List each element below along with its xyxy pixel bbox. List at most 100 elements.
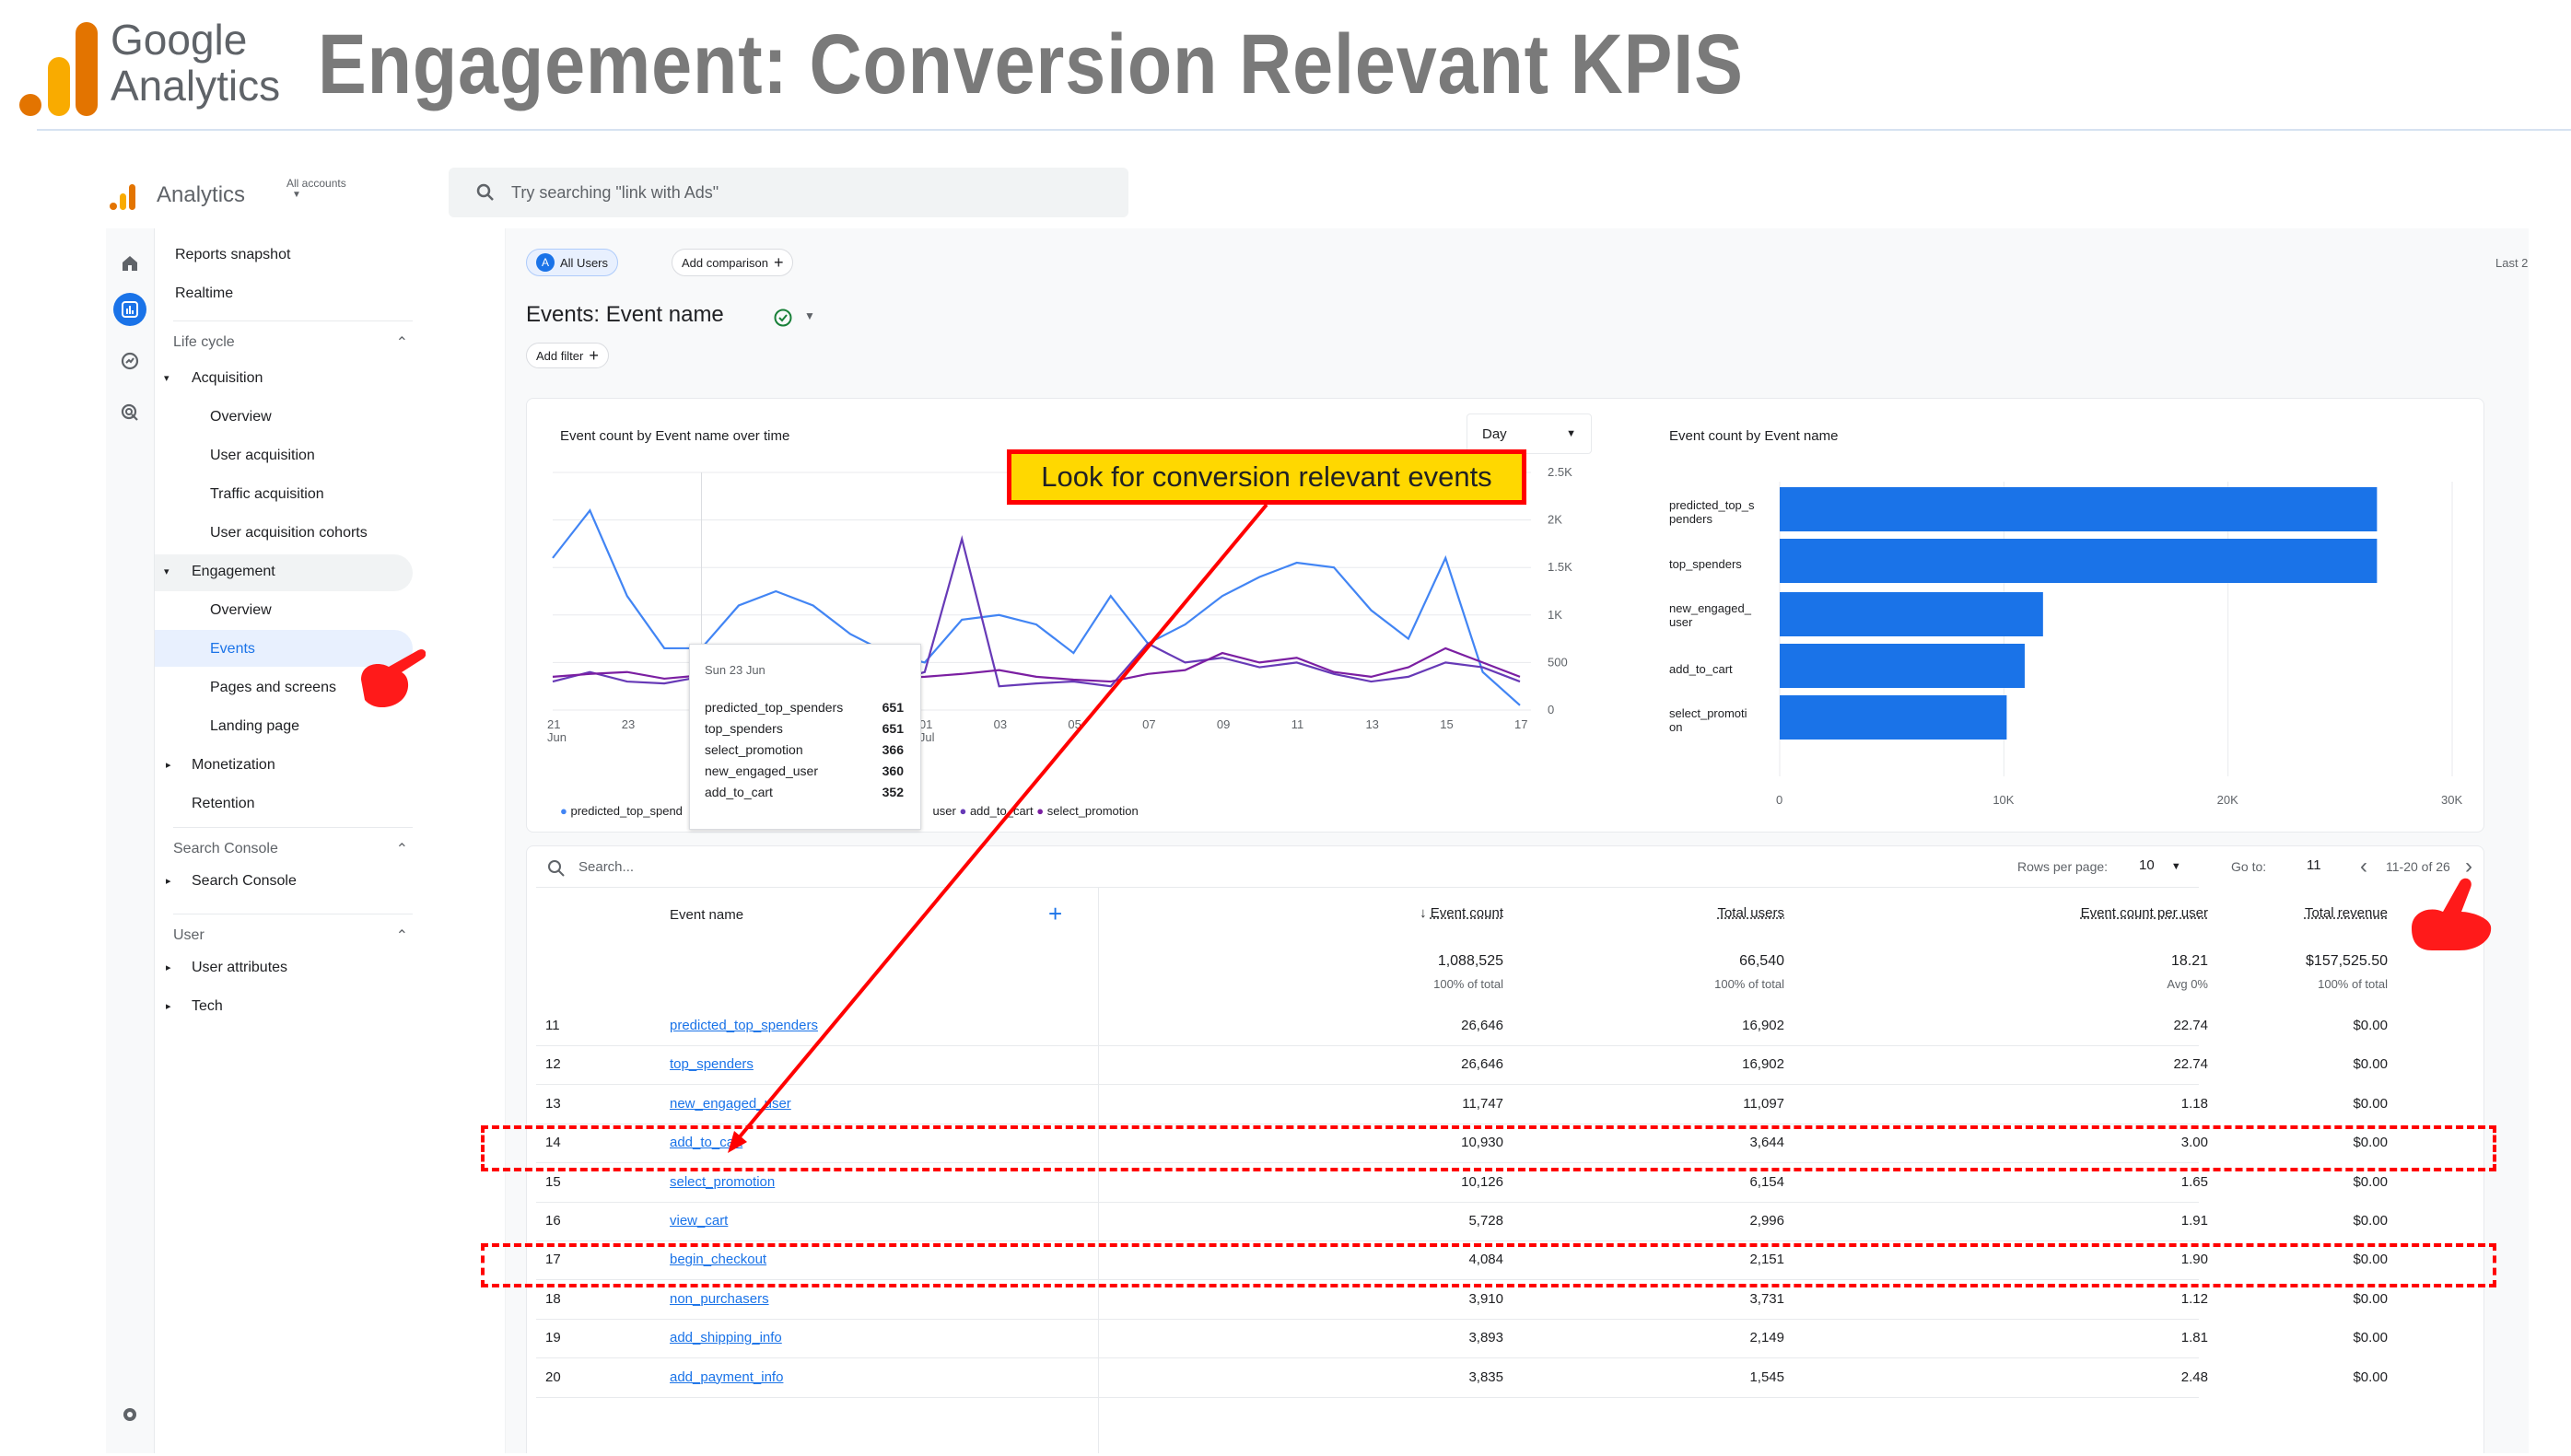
granularity-select[interactable]: Day ▼: [1467, 414, 1592, 454]
col-header-revenue[interactable]: Total revenue: [2304, 905, 2388, 921]
nav-user-attributes[interactable]: User attributes: [192, 960, 288, 975]
bar-select_promotion[interactable]: [1780, 695, 2007, 740]
next-page-icon[interactable]: ›: [2465, 854, 2472, 879]
total-users-cell: 1,545: [1749, 1369, 1784, 1385]
nav-engagement[interactable]: Engagement: [192, 564, 275, 579]
tooltip-value: 651: [882, 721, 904, 736]
caret-down-icon[interactable]: ▾: [164, 566, 169, 577]
table-row[interactable]: 11 predicted_top_spenders 26,646 16,902 22.7…: [536, 1007, 2388, 1046]
nav-search-console[interactable]: Search Console: [192, 873, 297, 889]
event-name-link[interactable]: new_engaged_user: [670, 1095, 791, 1112]
nav-pages-and-screens[interactable]: Pages and screens: [210, 680, 336, 695]
global-search[interactable]: Try searching "link with Ads": [449, 168, 1128, 217]
nav-tech[interactable]: Tech: [192, 998, 223, 1014]
account-picker[interactable]: All accounts ▼: [286, 177, 346, 200]
nav-section-search-console[interactable]: Search Console ⌃: [173, 833, 408, 866]
table-row[interactable]: 16 view_cart 5,728 2,996 1.91 $0.00: [536, 1202, 2388, 1241]
title-dropdown-icon[interactable]: ▼: [804, 309, 815, 322]
highlight-add-to-cart-row: [481, 1125, 2496, 1171]
nav-acquisition[interactable]: Acquisition: [192, 370, 263, 386]
nav-section-lifecycle[interactable]: Life cycle ⌃: [173, 326, 408, 359]
add-filter-button[interactable]: Add filter +: [526, 343, 609, 368]
table-row[interactable]: 15 select_promotion 10,126 6,154 1.65 $0.00: [536, 1163, 2388, 1203]
revenue-cell: $0.00: [2353, 1369, 2388, 1385]
col-header-per-user[interactable]: Event count per user: [2080, 905, 2208, 921]
event-name-link[interactable]: add_shipping_info: [670, 1330, 782, 1346]
legend-item-partial: user: [932, 804, 956, 818]
nav-realtime[interactable]: Realtime: [175, 285, 234, 301]
report-title: Events: Event name: [526, 302, 724, 327]
date-range-label[interactable]: Last 2: [2495, 256, 2529, 270]
goto-input[interactable]: 11: [2307, 857, 2321, 873]
event-name-link[interactable]: view_cart: [670, 1213, 729, 1229]
search-icon: [548, 860, 565, 877]
total-event-count-sub: 100% of total: [1433, 977, 1503, 991]
event-name-link[interactable]: non_purchasers: [670, 1290, 769, 1307]
event-count-cell: 3,893: [1468, 1330, 1503, 1346]
event-name-link[interactable]: select_promotion: [670, 1173, 776, 1190]
caret-down-icon[interactable]: ▾: [164, 373, 169, 384]
caret-right-icon[interactable]: ▸: [166, 1001, 171, 1012]
prev-page-icon[interactable]: ‹: [2360, 854, 2367, 879]
event-name-link[interactable]: predicted_top_spenders: [670, 1018, 818, 1033]
all-users-chip[interactable]: A All Users: [526, 249, 619, 276]
x-tick-label: 11: [1291, 717, 1304, 731]
legend-dot-icon: ●: [560, 804, 567, 818]
logo-line-1: Google: [111, 16, 248, 64]
table-row[interactable]: 20 add_payment_info 3,835 1,545 2.48 $0.00: [536, 1358, 2388, 1398]
nav-engagement-overview[interactable]: Overview: [210, 602, 272, 618]
table-row[interactable]: 18 non_purchasers 3,910 3,731 1.12 $0.00: [536, 1280, 2388, 1320]
explore-icon[interactable]: [113, 344, 146, 378]
nav-monetization[interactable]: Monetization: [192, 757, 275, 773]
add-dimension-plus-icon[interactable]: +: [1048, 900, 1063, 927]
table-row[interactable]: 12 top_spenders 26,646 16,902 22.74 $0.00: [536, 1045, 2388, 1086]
reports-icon[interactable]: [113, 293, 146, 326]
total-users-cell: 6,154: [1749, 1173, 1784, 1190]
table-divider: [536, 887, 2199, 888]
col-header-event-count[interactable]: ↓ Event count: [1319, 905, 1503, 921]
tooltip-value: 366: [882, 742, 904, 757]
home-icon[interactable]: [113, 247, 146, 280]
table-row[interactable]: 13 new_engaged_user 11,747 11,097 1.18 $0.00: [536, 1085, 2388, 1124]
add-comparison-button[interactable]: Add comparison +: [672, 249, 794, 276]
total-event-count: 1,088,525: [1437, 953, 1503, 969]
nav-events[interactable]: Events: [210, 641, 255, 657]
revenue-cell: $0.00: [2353, 1056, 2388, 1073]
event-name-link[interactable]: top_spenders: [670, 1056, 754, 1073]
event-name-link[interactable]: add_payment_info: [670, 1369, 784, 1385]
advertising-icon[interactable]: [113, 396, 146, 429]
settings-gear-icon[interactable]: [113, 1398, 146, 1431]
total-users-cell: 2,149: [1749, 1330, 1784, 1346]
table-search-input[interactable]: Search...: [578, 859, 635, 875]
row-index: 19: [545, 1330, 561, 1346]
bar-predicted_top_spenders[interactable]: [1780, 487, 2378, 531]
table-row[interactable]: 19 add_shipping_info 3,893 2,149 1.81 $0.00: [536, 1319, 2388, 1359]
table-row[interactable]: 14 add_to_cart 10,930 3,644 3.00 $0.00: [536, 1124, 2388, 1164]
event-count-cell: 11,747: [1462, 1095, 1503, 1112]
nav-section-user[interactable]: User ⌃: [173, 919, 408, 952]
event-name-link[interactable]: add_to_cart: [670, 1135, 743, 1151]
nav-traffic-acquisition[interactable]: Traffic acquisition: [210, 486, 324, 502]
bar-new_engaged_user[interactable]: [1780, 592, 2043, 636]
caret-right-icon[interactable]: ▸: [166, 962, 171, 973]
bar-top_spenders[interactable]: [1780, 539, 2378, 583]
nav-reports-snapshot[interactable]: Reports snapshot: [175, 247, 291, 262]
table-row[interactable]: 17 begin_checkout 4,084 2,151 1.90 $0.00: [536, 1241, 2388, 1281]
bar-add_to_cart[interactable]: [1780, 644, 2025, 688]
nav-retention[interactable]: Retention: [192, 796, 255, 811]
nav-user-acquisition-cohorts[interactable]: User acquisition cohorts: [210, 525, 368, 541]
tooltip-value: 360: [882, 763, 904, 778]
icon-rail: [106, 228, 155, 1453]
nav-user-acquisition[interactable]: User acquisition: [210, 448, 315, 463]
nav-acquisition-overview[interactable]: Overview: [210, 409, 272, 425]
event-name-link[interactable]: begin_checkout: [670, 1252, 767, 1268]
event-count-cell: 3,835: [1468, 1369, 1503, 1385]
col-header-event-name[interactable]: Event name: [670, 907, 744, 923]
caret-right-icon[interactable]: ▸: [166, 876, 171, 887]
caret-right-icon[interactable]: ▸: [166, 760, 171, 771]
nav-landing-page[interactable]: Landing page: [210, 718, 299, 734]
account-label: All accounts: [286, 177, 346, 190]
report-content: A All Users Add comparison + Last 2 Even…: [506, 228, 2529, 1453]
col-header-total-users[interactable]: Total users: [1717, 905, 1784, 921]
rows-per-page-select[interactable]: 10 ▼: [2139, 857, 2181, 873]
